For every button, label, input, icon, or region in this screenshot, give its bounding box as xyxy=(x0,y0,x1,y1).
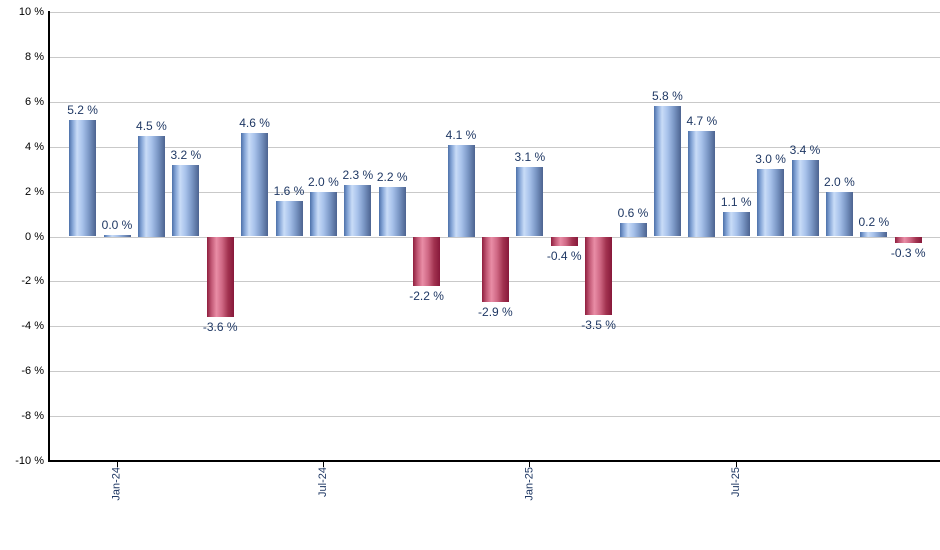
bar-value-label: -3.6 % xyxy=(202,320,238,335)
bar-mar-25 xyxy=(585,236,613,316)
x-axis-tick xyxy=(322,462,324,467)
gridline xyxy=(49,12,940,13)
gridline xyxy=(49,147,940,148)
bar-value-label: -2.2 % xyxy=(409,288,444,303)
bar-value-label: 3.1 % xyxy=(514,149,546,164)
x-axis-tick-label: Jan-25 xyxy=(523,467,536,501)
bar-mar-24 xyxy=(172,164,200,237)
bar-value-label: 4.7 % xyxy=(686,114,718,128)
bar-apr-25 xyxy=(619,223,647,237)
bar-nov-25 xyxy=(860,232,888,237)
bar-dec-23 xyxy=(69,119,97,237)
gridline xyxy=(49,192,940,193)
y-axis-tick-label: 2 % xyxy=(25,185,44,198)
bar-value-label: 2.3 % xyxy=(342,167,374,182)
bar-value-label: 1.6 % xyxy=(273,183,305,198)
bar-jun-24 xyxy=(275,200,303,237)
y-axis-tick-label: 8 % xyxy=(25,50,44,63)
y-axis-tick-label: 6 % xyxy=(25,95,44,108)
x-axis-line xyxy=(49,460,940,462)
bar-value-label: 2.2 % xyxy=(376,170,408,185)
bar-value-label: 0.2 % xyxy=(858,215,890,229)
bar-aug-24 xyxy=(344,184,372,237)
bar-value-label: 2.0 % xyxy=(824,174,855,189)
bar-jun-25 xyxy=(688,131,716,237)
x-axis-tick xyxy=(529,462,531,467)
bar-feb-24 xyxy=(137,135,165,237)
bar-oct-25 xyxy=(825,191,853,237)
y-axis-tick-label: -4 % xyxy=(21,320,44,333)
y-axis-tick-label: -10 % xyxy=(15,455,44,467)
gridline xyxy=(49,326,940,327)
x-axis-tick-label: Jan-24 xyxy=(110,467,123,501)
bar-value-label: 5.8 % xyxy=(652,89,683,104)
bar-value-label: 0.0 % xyxy=(101,217,133,232)
x-axis-tick xyxy=(116,462,118,467)
y-axis-line xyxy=(48,11,50,462)
bar-value-label: 4.6 % xyxy=(239,116,270,131)
gridline xyxy=(49,102,940,103)
x-axis-tick-label: Jul-25 xyxy=(729,467,742,497)
bar-value-label: -3.5 % xyxy=(581,318,616,333)
y-axis-tick-label: 10 % xyxy=(18,6,44,18)
bar-dec-24 xyxy=(481,236,509,302)
bar-sep-25 xyxy=(791,160,819,237)
bar-nov-24 xyxy=(447,144,475,237)
bar-jul-25 xyxy=(722,211,750,237)
bar-value-label: -0.3 % xyxy=(890,246,926,261)
x-axis-tick-label: Jul-24 xyxy=(316,467,329,497)
gridline xyxy=(49,416,940,417)
bar-oct-24 xyxy=(413,236,441,286)
y-axis-tick-label: -8 % xyxy=(21,410,44,423)
bar-value-label: 2.0 % xyxy=(308,174,339,189)
bar-may-25 xyxy=(653,106,681,237)
y-axis-tick-label: -6 % xyxy=(21,365,44,378)
bar-apr-24 xyxy=(206,236,234,318)
y-axis-tick-label: -2 % xyxy=(21,275,44,288)
bar-may-24 xyxy=(241,133,269,237)
bar-value-label: 3.0 % xyxy=(755,152,786,167)
bar-feb-25 xyxy=(550,236,578,246)
bar-value-label: 4.1 % xyxy=(445,127,477,142)
bar-jan-24 xyxy=(103,234,131,237)
bar-value-label: 4.5 % xyxy=(136,118,167,133)
bar-value-label: -0.4 % xyxy=(546,248,582,263)
bar-value-label: -2.9 % xyxy=(478,304,513,319)
bar-sep-24 xyxy=(378,187,406,237)
bar-dec-25 xyxy=(894,236,922,244)
gridline xyxy=(49,57,940,58)
bar-value-label: 1.1 % xyxy=(720,194,752,209)
x-axis-tick xyxy=(735,462,737,467)
bar-value-label: 5.2 % xyxy=(67,102,98,117)
bar-jan-25 xyxy=(516,166,544,237)
bar-aug-25 xyxy=(757,169,785,237)
bar-value-label: 3.4 % xyxy=(789,143,821,158)
gridline xyxy=(49,371,940,372)
bar-value-label: 3.2 % xyxy=(170,147,202,162)
bar-value-label: 0.6 % xyxy=(617,206,649,220)
bar-jul-24 xyxy=(309,191,337,237)
y-axis-tick-label: 0 % xyxy=(25,230,44,243)
y-axis-tick-label: 4 % xyxy=(25,140,44,153)
